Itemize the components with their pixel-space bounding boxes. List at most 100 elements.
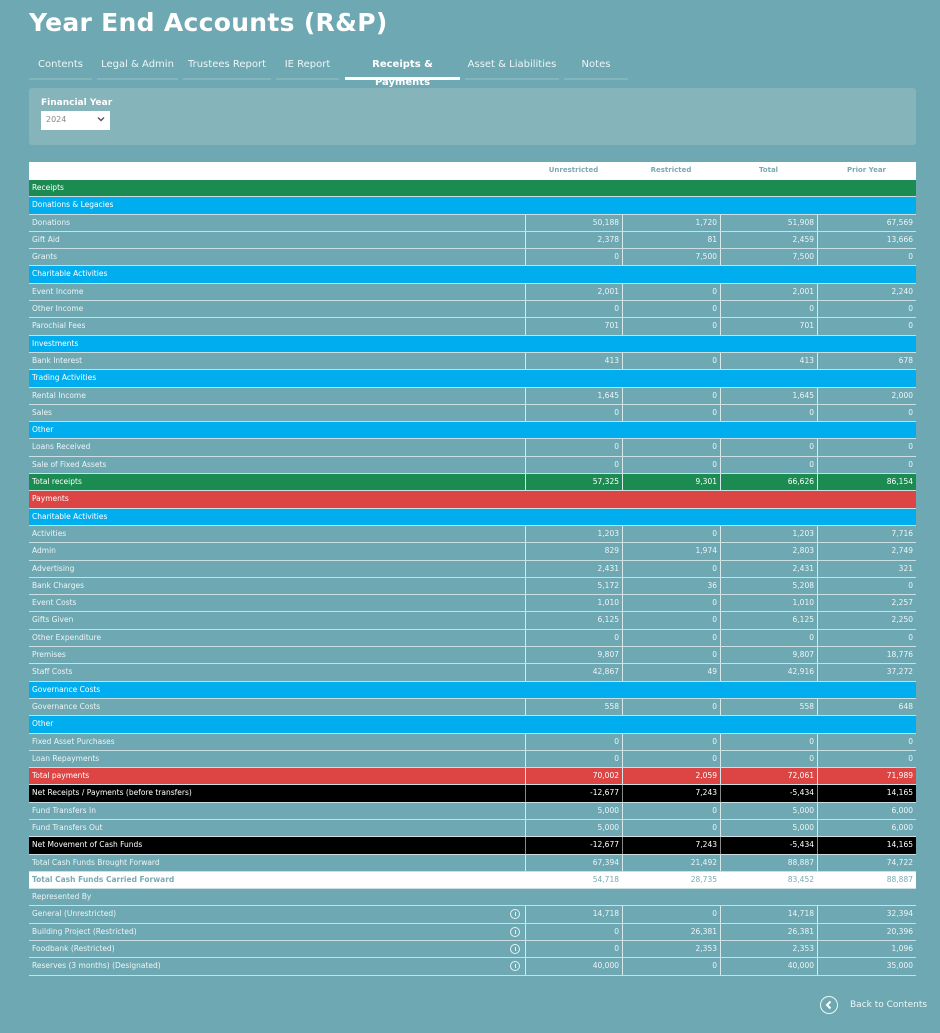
total-red-row: Total payments 70,002 2,059 72,061 71,989 — [29, 768, 916, 786]
cell-prior-year: 2,240 — [817, 283, 916, 301]
table-row: Governance Costs 558 0 558 648 — [29, 698, 916, 717]
cell-unrestricted: 50,188 — [525, 214, 622, 231]
column-header-unrestricted: Unrestricted — [548, 166, 599, 174]
cell-total: 413 — [720, 352, 817, 370]
info-icon[interactable] — [510, 926, 520, 937]
cell-unrestricted: 14,718 — [525, 906, 622, 923]
table-row: Admin 829 1,974 2,803 2,749 — [29, 543, 916, 561]
table-row: Loan Repayments 0 0 0 0 — [29, 750, 916, 769]
table-row: Gifts Given 6,125 0 6,125 2,250 — [29, 612, 916, 630]
category-row: Other — [29, 716, 916, 734]
cell-restricted: 0 — [622, 525, 720, 543]
cell-prior-year: 0 — [817, 629, 916, 647]
table-row: Reserves (3 months) (Designated) 40,000 0 4… — [29, 958, 916, 976]
cell-total: 0 — [720, 301, 817, 318]
table-row: Advertising 2,431 0 2,431 321 — [29, 560, 916, 578]
net-row: Net Movement of Cash Funds -12,677 7,243 -5… — [29, 837, 916, 855]
cell-restricted: 28,735 — [690, 874, 717, 884]
cell-unrestricted: 0 — [525, 301, 622, 318]
cell-prior-year: 86,154 — [817, 474, 916, 491]
cell-total: 66,626 — [720, 474, 817, 491]
row-label: Bank Interest — [32, 355, 83, 365]
cell-restricted: 21,492 — [622, 854, 720, 871]
cell-total: 9,807 — [720, 647, 817, 664]
cell-unrestricted: -12,677 — [525, 837, 622, 854]
filter-panel: Financial Year 2024 — [29, 88, 916, 145]
cell-prior-year: 14,165 — [817, 785, 916, 802]
row-label: Rental Income — [32, 390, 86, 400]
category-row: Investments — [29, 335, 916, 353]
tab-notes[interactable]: Notes — [564, 56, 628, 80]
row-label: Other Income — [32, 304, 84, 314]
table-row: Other Expenditure 0 0 0 0 — [29, 629, 916, 648]
row-label: Building Project (Restricted) — [32, 926, 137, 936]
cell-prior-year: 0 — [817, 577, 916, 595]
cell-total: 6,125 — [720, 612, 817, 629]
row-label: Other Expenditure — [32, 632, 102, 642]
cell-unrestricted: 2,001 — [525, 283, 622, 301]
cell-total: 5,000 — [720, 819, 817, 837]
info-icon[interactable] — [510, 961, 520, 972]
category-row: Governance Costs — [29, 681, 916, 699]
chevron-left-circle-icon — [820, 996, 838, 1014]
cell-unrestricted: 67,394 — [525, 854, 622, 871]
cell-total: 7,500 — [720, 249, 817, 266]
table-row: Grants 0 7,500 7,500 0 — [29, 249, 916, 267]
tab-asset-liabilities[interactable]: Asset & Liabilities — [465, 56, 559, 80]
cell-unrestricted: 1,010 — [525, 595, 622, 612]
table-row: Building Project (Restricted) 0 26,381 26,3… — [29, 923, 916, 942]
cell-unrestricted: 0 — [525, 733, 622, 750]
cell-unrestricted: 2,431 — [525, 560, 622, 577]
cell-restricted: 0 — [622, 283, 720, 301]
cell-total: 88,887 — [720, 854, 817, 871]
cell-prior-year: 648 — [817, 698, 916, 716]
row-label: Loans Received — [32, 442, 91, 452]
row-label: Fund Transfers Out — [32, 822, 103, 832]
tab-ie-report[interactable]: IE Report — [276, 56, 339, 80]
tab-receipts-payments[interactable]: Receipts & Payments — [345, 56, 460, 88]
cell-prior-year: 18,776 — [817, 647, 916, 664]
cell-unrestricted: 40,000 — [525, 958, 622, 975]
financial-year-value: 2024 — [46, 115, 67, 124]
cell-restricted: 9,301 — [622, 474, 720, 491]
cell-total: 0 — [720, 629, 817, 647]
chevron-down-icon — [97, 117, 105, 122]
cell-prior-year: 0 — [817, 733, 916, 750]
table-row: Total Cash Funds Brought Forward 67,394 21… — [29, 854, 916, 872]
cell-total: 701 — [720, 318, 817, 335]
cell-prior-year: 0 — [817, 249, 916, 266]
cell-prior-year: 0 — [817, 439, 916, 456]
net-row: Net Receipts / Payments (before transfer… — [29, 785, 916, 803]
row-label: Total Cash Funds Brought Forward — [32, 857, 160, 867]
cell-total: -5,434 — [720, 837, 817, 854]
row-label: Other — [32, 425, 54, 435]
cell-total: 0 — [720, 733, 817, 750]
tab-trustees-report[interactable]: Trustees Report — [183, 56, 271, 80]
row-label: General (Unrestricted) — [32, 909, 117, 919]
cell-total: 42,916 — [720, 664, 817, 681]
cell-prior-year: 32,394 — [817, 906, 916, 923]
cell-total: 26,381 — [720, 923, 817, 941]
cell-prior-year: 678 — [817, 352, 916, 370]
info-icon[interactable] — [510, 944, 520, 955]
financial-year-select[interactable]: 2024 — [41, 111, 110, 130]
cell-restricted: 0 — [622, 750, 720, 768]
cell-unrestricted: 1,203 — [525, 525, 622, 543]
column-header-prior-year: Prior Year — [846, 166, 887, 174]
back-to-contents-label: Back to Contents — [850, 1000, 928, 1010]
row-label: Event Income — [32, 286, 84, 296]
info-icon[interactable] — [510, 909, 520, 920]
table-row: Premises 9,807 0 9,807 18,776 — [29, 647, 916, 665]
cell-restricted: 0 — [622, 629, 720, 647]
table-row: Bank Interest 413 0 413 678 — [29, 352, 916, 371]
row-label: Foodbank (Restricted) — [32, 944, 115, 954]
cell-restricted: 36 — [622, 577, 720, 595]
cell-prior-year: 67,569 — [817, 214, 916, 231]
row-label: Premises — [32, 650, 66, 660]
tab-legal-admin[interactable]: Legal & Admin — [97, 56, 178, 80]
tab-contents[interactable]: Contents — [29, 56, 92, 80]
section-red-row: Payments — [29, 491, 916, 509]
cell-restricted: 0 — [622, 647, 720, 664]
table-row: Event Income 2,001 0 2,001 2,240 — [29, 283, 916, 302]
cell-prior-year: 2,000 — [817, 387, 916, 404]
